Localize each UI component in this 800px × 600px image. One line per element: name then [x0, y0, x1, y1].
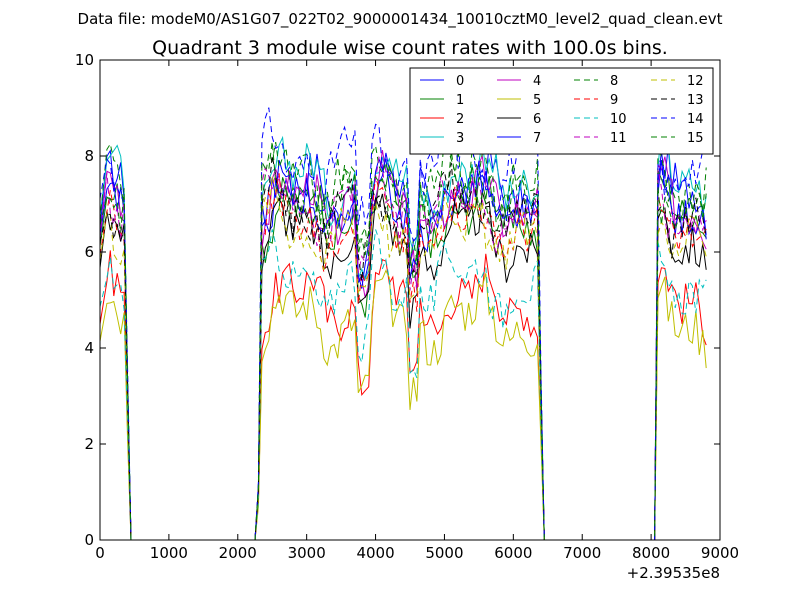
- series-line-15: [100, 136, 707, 540]
- x-offset-label: +2.39535e8: [627, 564, 720, 582]
- x-tick-label: 6000: [494, 544, 532, 562]
- legend-label: 11: [610, 131, 627, 146]
- series-line-3: [100, 128, 707, 540]
- series-line-11: [100, 155, 707, 540]
- legend-label: 8: [610, 74, 618, 89]
- x-tick-label: 0: [95, 544, 105, 562]
- series-line-8: [100, 142, 707, 540]
- series-line-10: [100, 229, 707, 540]
- series-line-6: [100, 191, 707, 540]
- y-tick-label: 0: [84, 531, 94, 549]
- legend-label: 0: [456, 74, 464, 89]
- legend-label: 9: [610, 93, 618, 108]
- series-line-2: [100, 250, 707, 540]
- legend-label: 1: [456, 93, 464, 108]
- y-tick-label: 4: [84, 339, 94, 357]
- y-tick-label: 10: [75, 51, 94, 69]
- series-line-1: [100, 164, 707, 540]
- x-tick-label: 8000: [632, 544, 670, 562]
- legend-label: 10: [610, 112, 627, 127]
- x-tick-label: 7000: [563, 544, 601, 562]
- y-tick-label: 2: [84, 435, 94, 453]
- legend-label: 3: [456, 131, 464, 146]
- series-layer: [100, 107, 707, 540]
- x-tick-label: 1000: [150, 544, 188, 562]
- x-tick-label: 3000: [288, 544, 326, 562]
- legend-label: 12: [687, 74, 704, 89]
- series-line-4: [100, 150, 707, 540]
- legend-label: 5: [533, 93, 541, 108]
- y-tick-label: 6: [84, 243, 94, 261]
- series-line-9: [100, 173, 707, 540]
- series-line-14: [100, 107, 707, 540]
- x-tick-label: 5000: [425, 544, 463, 562]
- legend-label: 2: [456, 112, 464, 127]
- x-tick-label: 2000: [219, 544, 257, 562]
- legend-label: 13: [687, 93, 704, 108]
- figure-suptitle: Data file: modeM0/AS1G07_022T02_90000014…: [78, 10, 723, 29]
- x-tick-label: 9000: [701, 544, 739, 562]
- legend-label: 14: [687, 112, 704, 127]
- legend-box: [409, 67, 714, 155]
- series-line-13: [100, 155, 707, 540]
- x-tick-label: 4000: [356, 544, 394, 562]
- x-axis: 0 1000 2000 3000 4000 5000 6000 7000 8000 9000: [95, 60, 739, 562]
- legend-label: 6: [533, 112, 541, 127]
- legend-label: 4: [533, 74, 541, 89]
- series-line-7: [100, 156, 707, 540]
- series-line-12: [100, 175, 707, 540]
- series-line-5: [100, 269, 707, 540]
- legend-label: 7: [533, 131, 541, 146]
- chart-title: Quadrant 3 module wise count rates with …: [152, 37, 668, 59]
- plot-frame: [99, 59, 721, 541]
- legend-label: 15: [687, 131, 704, 146]
- y-tick-label: 8: [84, 147, 94, 165]
